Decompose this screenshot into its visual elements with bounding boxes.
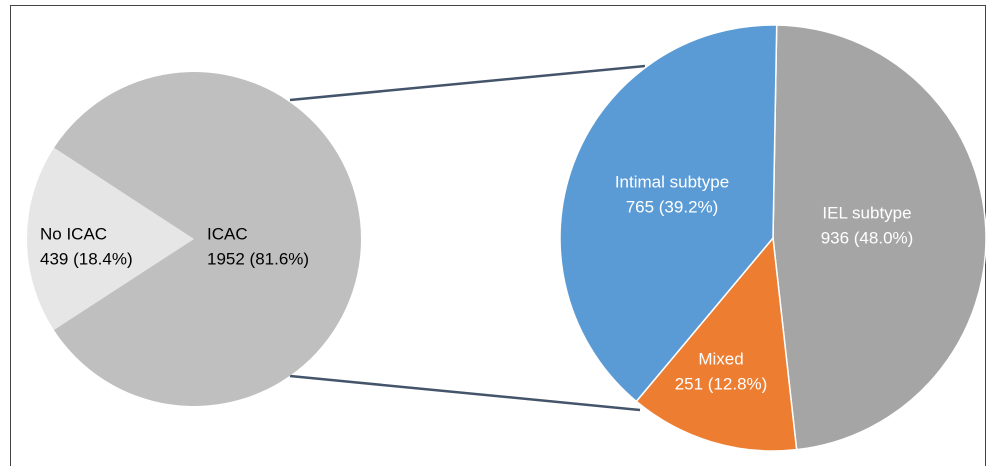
slice-label: ICAC xyxy=(207,224,248,243)
connector-line xyxy=(289,64,646,102)
pie-slice xyxy=(53,72,361,406)
slice-value-label: 1952 (81.6%) xyxy=(207,249,309,268)
slice-label: No ICAC xyxy=(40,224,107,243)
slice-value-label: 439 (18.4%) xyxy=(40,249,133,268)
slice-label: Intimal subtype xyxy=(615,172,729,191)
pie-slice xyxy=(26,147,194,330)
pie-slice xyxy=(772,24,987,451)
connector-line xyxy=(289,374,641,412)
slice-value-label: 251 (12.8%) xyxy=(675,374,768,393)
pie-slice xyxy=(635,236,798,452)
slice-label: IEL subtype xyxy=(822,203,911,222)
pie-slice xyxy=(559,24,778,403)
slice-value-label: 765 (39.2%) xyxy=(626,197,719,216)
slice-label: Mixed xyxy=(698,349,743,368)
slice-value-label: 936 (48.0%) xyxy=(821,228,914,247)
